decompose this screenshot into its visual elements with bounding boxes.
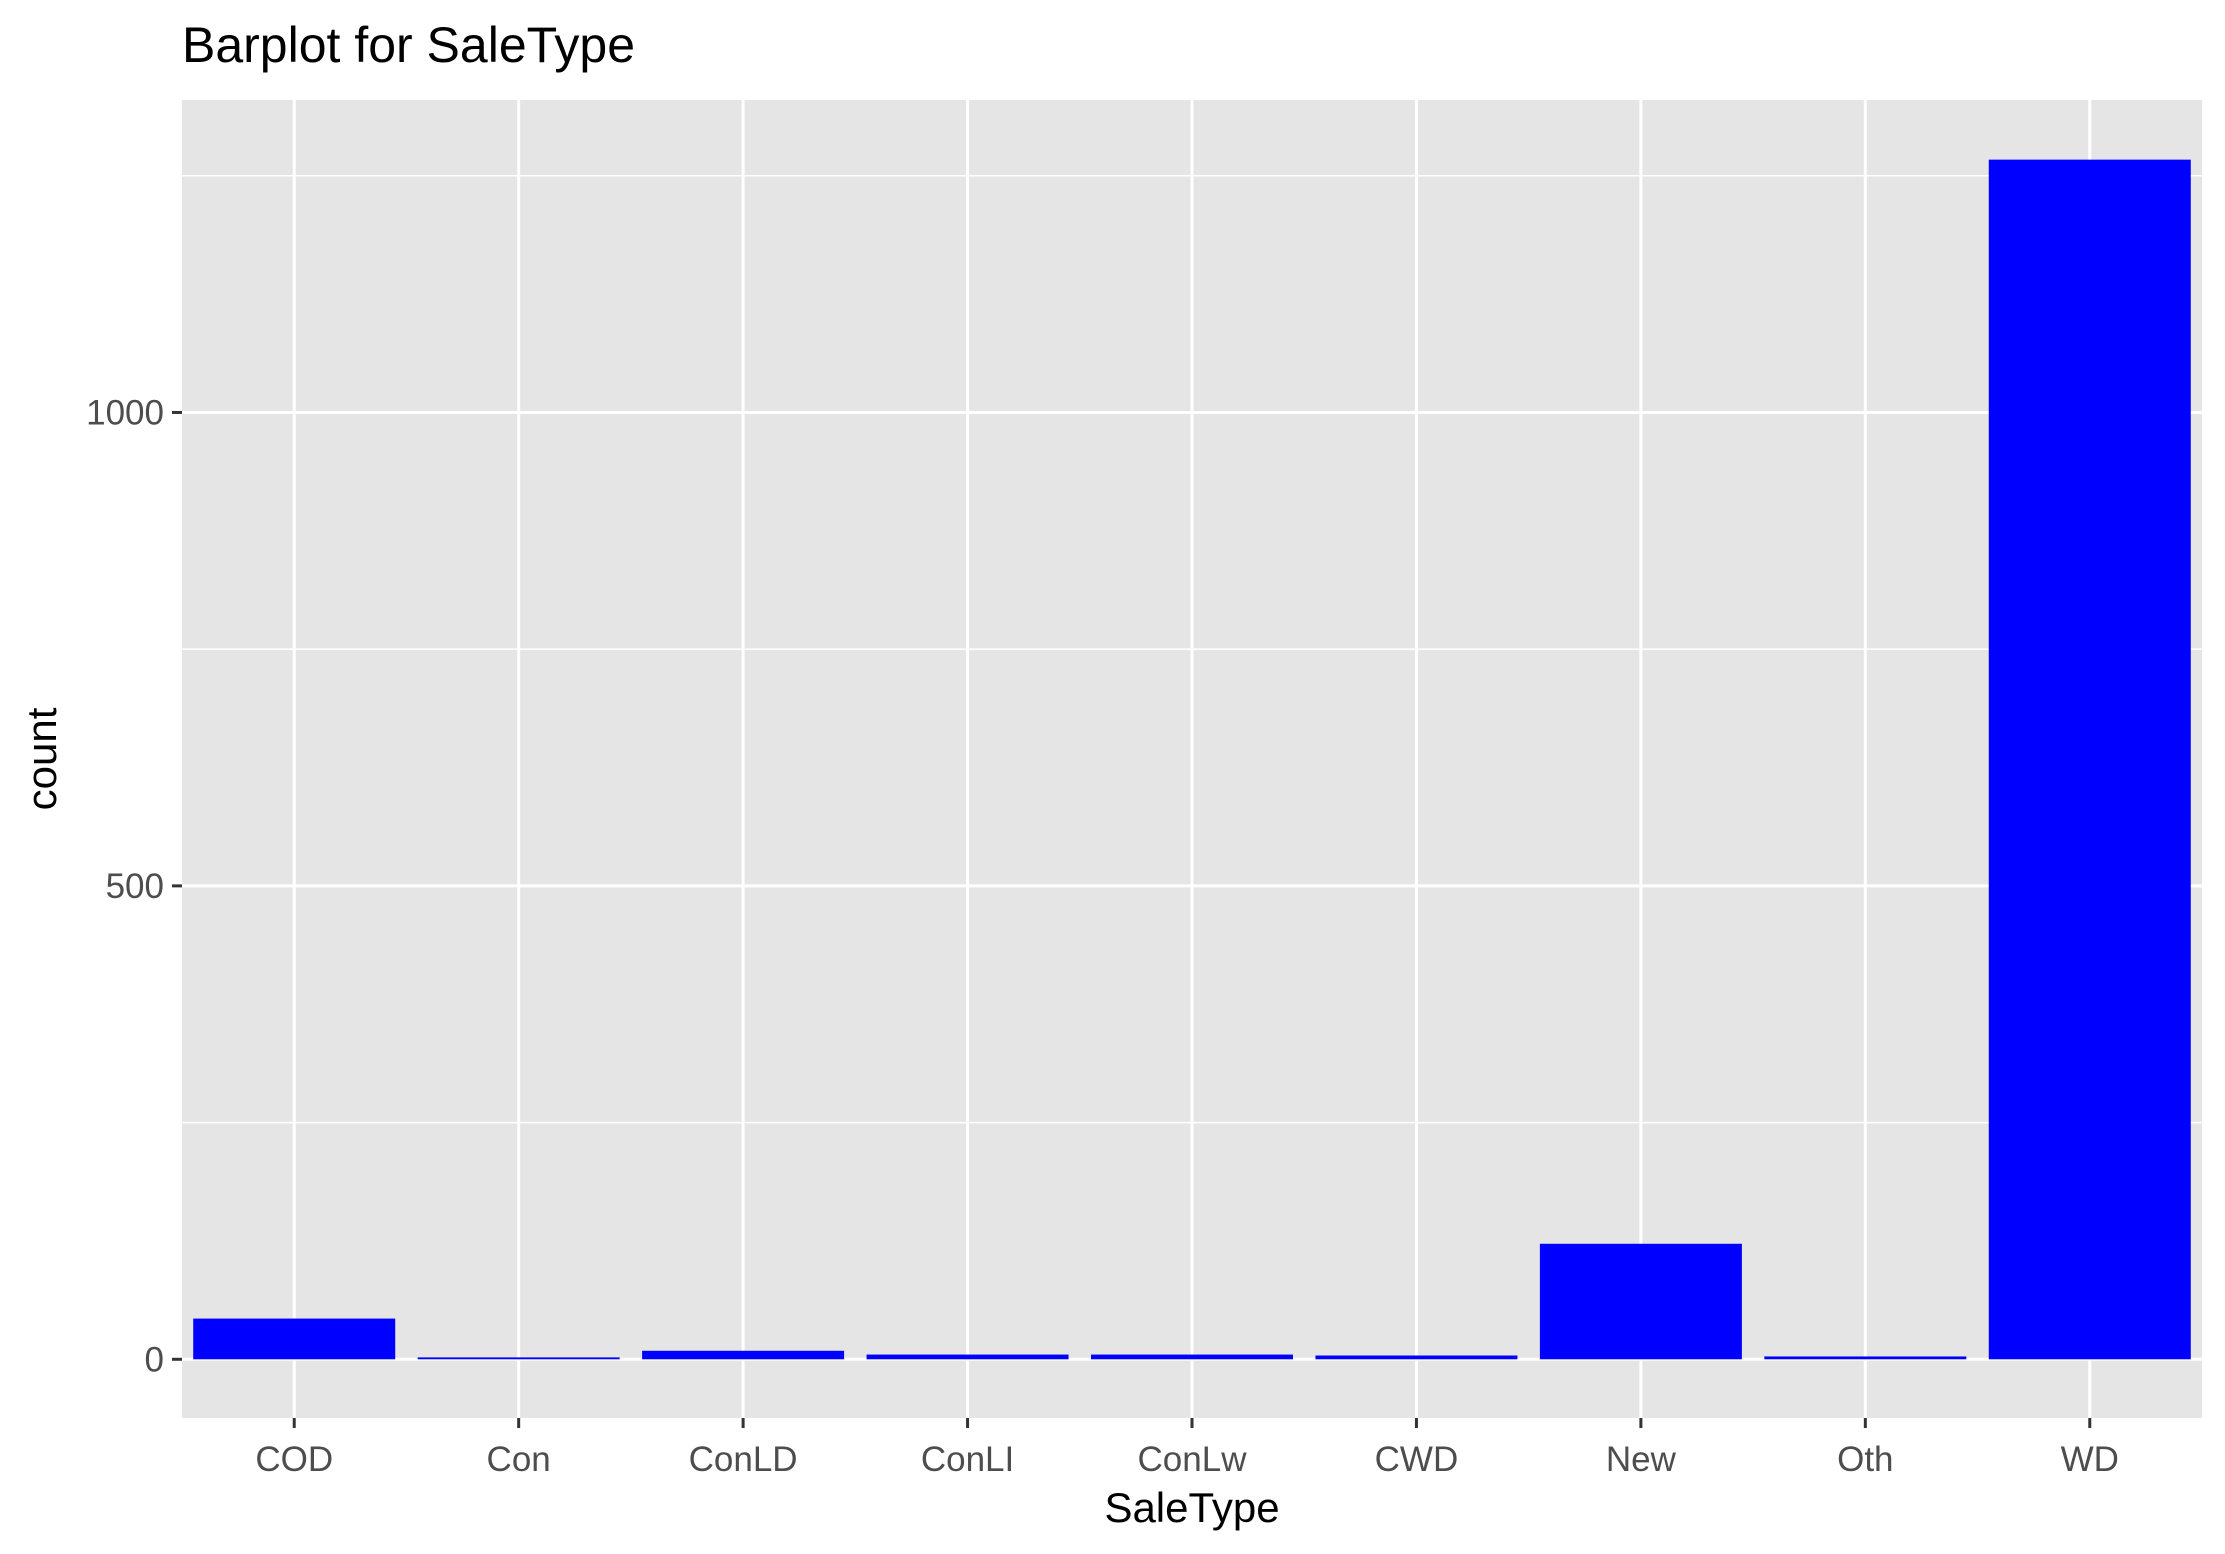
bar-cod (193, 1318, 396, 1360)
bar-conld (642, 1350, 845, 1360)
x-tick-label: ConLw (1138, 1440, 1248, 1479)
x-axis: COD Con ConLD ConLI ConLw CWD New Oth WD (255, 1418, 2119, 1479)
bar-cwd (1315, 1355, 1518, 1360)
x-tick-label: Con (487, 1440, 551, 1479)
x-tick-label: COD (255, 1440, 333, 1479)
bar-conlw (1091, 1354, 1293, 1360)
y-tick-label: 0 (145, 1340, 164, 1379)
x-tick-label: Oth (1837, 1440, 1893, 1479)
bar-conli (866, 1354, 1069, 1360)
y-axis-title: count (18, 707, 65, 810)
bar-oth (1764, 1356, 1967, 1360)
chart-title: Barplot for SaleType (182, 17, 635, 73)
x-tick-label: CWD (1375, 1440, 1459, 1479)
x-tick-label: New (1606, 1440, 1677, 1479)
x-tick-label: ConLD (689, 1440, 798, 1479)
y-axis: 0 500 1000 (86, 393, 182, 1379)
bar-con (417, 1357, 620, 1360)
x-tick-label: WD (2061, 1440, 2119, 1479)
x-tick-label: ConLI (921, 1440, 1014, 1479)
bar-new (1539, 1243, 1742, 1360)
y-tick-label: 1000 (86, 393, 164, 432)
y-tick-label: 500 (106, 867, 164, 906)
bar-wd (1988, 159, 2191, 1360)
bars (193, 159, 2191, 1360)
x-axis-title: SaleType (1104, 1484, 1279, 1531)
